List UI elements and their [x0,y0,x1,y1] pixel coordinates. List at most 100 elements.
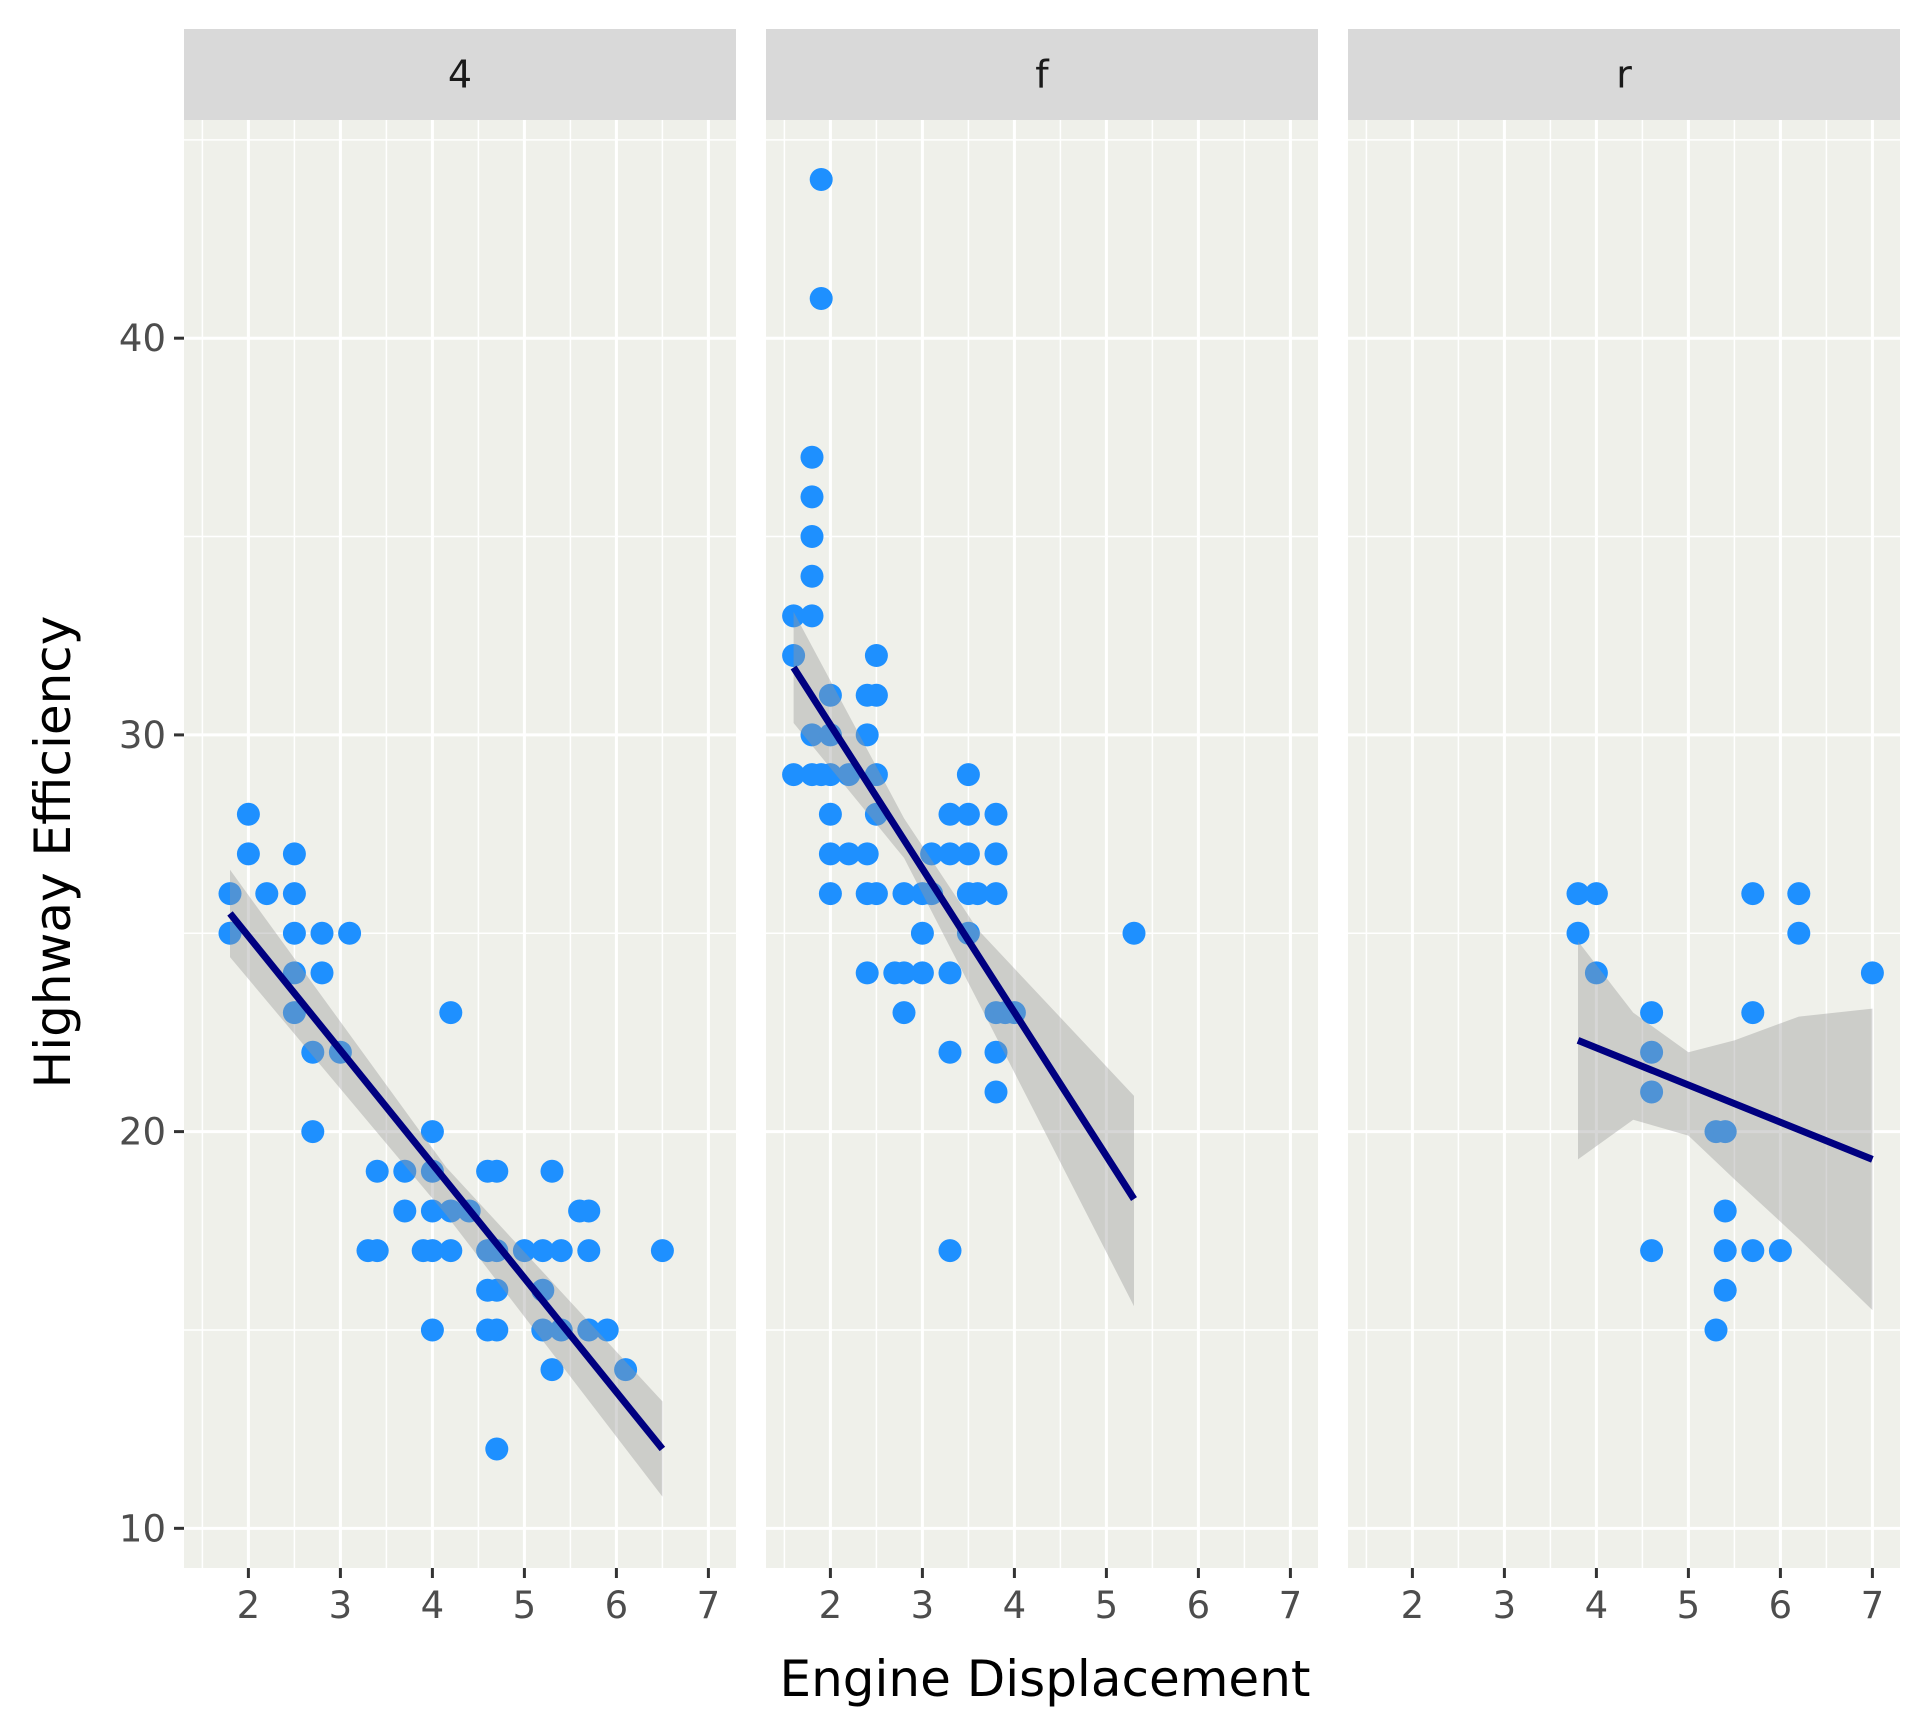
x-tick-label: 3 [329,1584,353,1627]
data-point [1787,921,1811,945]
x-tick-label: 7 [697,1584,721,1627]
data-point [864,644,888,668]
panel-background [1348,120,1900,1568]
data-point [282,1001,306,1025]
data-point [439,1001,463,1025]
data-point [1584,961,1608,985]
data-point [420,1199,444,1223]
data-point [236,802,260,826]
panel-background [184,120,736,1568]
data-point [1768,1239,1792,1263]
data-point [393,1199,417,1223]
data-point [531,1318,555,1342]
data-point [920,842,944,866]
data-point [984,1080,1008,1104]
data-point [1566,921,1590,945]
data-point [1640,1080,1664,1104]
data-point [301,1040,325,1064]
data-point [650,1239,674,1263]
data-point [855,961,879,985]
x-tick-label: 6 [1187,1584,1211,1627]
x-tick-label: 3 [1493,1584,1517,1627]
facet-strip-label: 4 [448,53,472,97]
data-point [782,763,806,787]
data-point [282,842,306,866]
data-point [338,921,362,945]
data-point [420,1318,444,1342]
data-point [485,1437,509,1461]
data-point [393,1159,417,1183]
x-tick-label: 4 [1003,1584,1027,1627]
data-point [892,882,916,906]
data-point [910,921,934,945]
data-point [956,802,980,826]
data-point [1741,882,1765,906]
data-point [1640,1040,1664,1064]
data-point [837,842,861,866]
data-point [864,683,888,707]
confidence-band [1578,941,1873,1311]
data-point [984,1040,1008,1064]
data-point [1860,961,1884,985]
data-point [595,1318,619,1342]
x-tick-label: 4 [421,1584,445,1627]
regression-line [1576,1037,1874,1163]
facet-panel-r: r 2 3 4 5 6 7 [1348,29,1900,1627]
data-point [540,1358,564,1382]
y-tick-label: 30 [119,714,166,757]
confidence-band [793,611,1134,1307]
data-point [818,802,842,826]
data-point [782,644,806,668]
data-point [818,882,842,906]
data-point [800,723,824,747]
data-point [540,1159,564,1183]
x-tick-label: 5 [1677,1584,1701,1627]
facet-strip-label: f [1035,53,1050,97]
facet-strip [184,29,736,120]
data-point [864,882,888,906]
data-point [577,1318,601,1342]
x-tick-label: 4 [1585,1584,1609,1627]
facet-strip [1348,29,1900,120]
facet-strip-label: r [1616,53,1632,97]
x-tick-label: 5 [513,1584,537,1627]
data-point [485,1159,509,1183]
data-point [577,1239,601,1263]
data-point [782,604,806,628]
data-point [818,763,842,787]
data-point [984,802,1008,826]
data-point [549,1239,573,1263]
regression-line [227,911,666,1452]
data-point [282,882,306,906]
data-point [956,842,980,866]
data-point [485,1318,509,1342]
x-tick-label: 2 [237,1584,261,1627]
data-point [439,1239,463,1263]
data-point [800,564,824,588]
data-point [1713,1239,1737,1263]
data-point [614,1358,638,1382]
data-point [310,921,334,945]
data-point [956,763,980,787]
data-point [310,961,334,985]
data-point [1741,1239,1765,1263]
data-point [577,1199,601,1223]
data-point [439,1199,463,1223]
data-point [420,1239,444,1263]
data-point [984,842,1008,866]
data-point [512,1239,536,1263]
data-point [301,1120,325,1144]
data-point [800,525,824,549]
data-point [531,1239,555,1263]
data-point [1741,1001,1765,1025]
x-tick-label: 2 [1401,1584,1425,1627]
data-point [1566,882,1590,906]
data-point [892,961,916,985]
data-point [1640,1239,1664,1263]
data-point [218,882,242,906]
x-tick-label: 7 [1861,1584,1885,1627]
data-point [420,1159,444,1183]
data-point [236,842,260,866]
y-axis-title: Highway Efficiency [24,616,82,1089]
data-point [1713,1199,1737,1223]
